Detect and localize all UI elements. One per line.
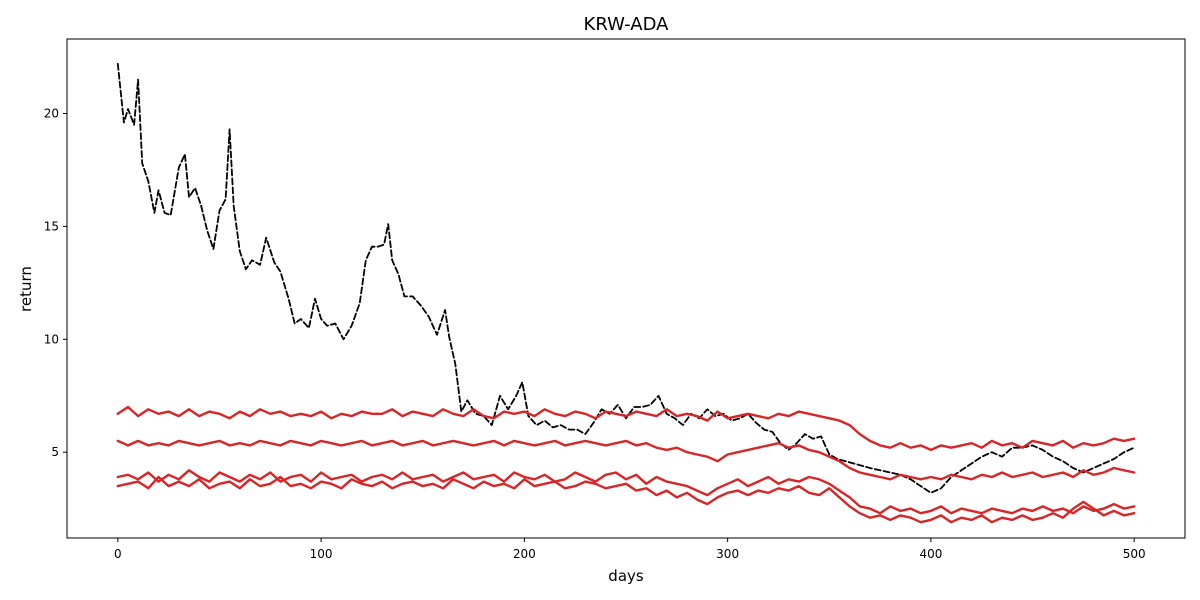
y-tick-label: 5 — [51, 445, 59, 459]
x-tick-label: 100 — [310, 547, 333, 561]
y-tick-label: 10 — [44, 332, 59, 346]
predicted-line-4 — [116, 475, 1136, 524]
chart-title: KRW-ADA — [584, 14, 670, 35]
plot-frame — [66, 38, 1186, 539]
y-axis-label: return — [17, 266, 35, 312]
predicted-line-1 — [116, 405, 1136, 452]
plot-area — [66, 38, 1186, 539]
x-tick-label: 200 — [513, 547, 536, 561]
series-layer — [116, 62, 1136, 524]
predicted-line-2 — [116, 439, 1136, 481]
actual-price-line — [116, 62, 1136, 494]
x-tick-label: 300 — [716, 547, 739, 561]
y-axis: 5 10 15 20 — [44, 107, 67, 459]
predicted-line-3 — [116, 469, 1136, 515]
y-tick-label: 15 — [44, 219, 59, 233]
x-axis: 0 100 200 300 400 500 — [114, 538, 1146, 561]
x-tick-label: 400 — [919, 547, 942, 561]
x-tick-label: 0 — [114, 547, 122, 561]
y-tick-label: 20 — [44, 107, 59, 121]
x-tick-label: 500 — [1123, 547, 1146, 561]
x-axis-label: days — [608, 567, 644, 585]
